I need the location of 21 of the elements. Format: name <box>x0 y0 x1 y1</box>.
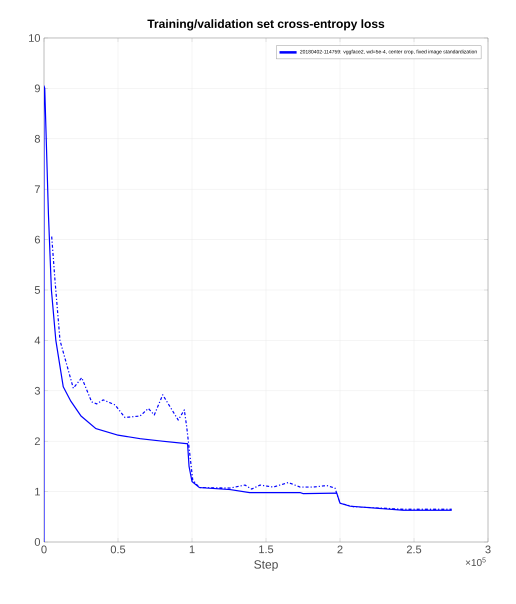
text: ×10$^{5}$ <box>466 558 486 566</box>
y-tick-label: 0 <box>34 538 40 546</box>
y-tick-label: 3 <box>34 386 40 395</box>
x-tick-label: 2 <box>337 546 343 554</box>
y-tick-label: 5 <box>34 286 40 294</box>
x-axis-title: Step <box>254 560 278 572</box>
x-tick-label: 3 <box>485 546 491 554</box>
y-tick-label: 10 <box>29 34 40 42</box>
y-tick-label: 4 <box>34 336 40 344</box>
y-tick-label: 1 <box>35 488 40 496</box>
y-tick-label: 2 <box>34 437 40 446</box>
y-tick-label: 9 <box>34 84 40 92</box>
y-tick-label: 6 <box>34 236 40 244</box>
y-tick-label: 8 <box>34 134 40 143</box>
y-tick-label: 7 <box>34 185 40 193</box>
x-tick-label: 2.5 <box>406 546 422 554</box>
chart-title: Training/validation set cross-entropy loss <box>147 19 384 30</box>
x-tick-label: 1 <box>190 546 195 554</box>
x-tick-label: 1.5 <box>259 546 274 554</box>
x-tick-label: 0.5 <box>110 546 126 554</box>
x-tick-label: 0 <box>41 546 47 554</box>
